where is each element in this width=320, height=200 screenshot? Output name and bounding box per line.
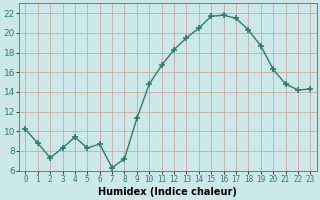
X-axis label: Humidex (Indice chaleur): Humidex (Indice chaleur) [98,187,237,197]
